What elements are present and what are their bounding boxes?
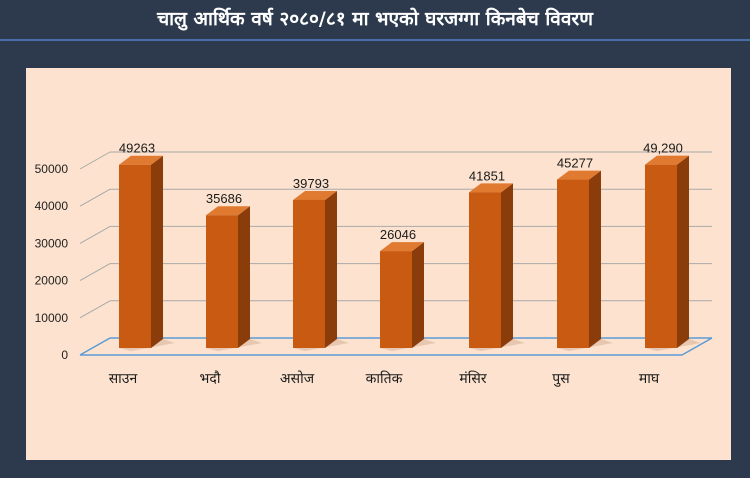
bar-top (206, 206, 250, 216)
gridline-side (79, 188, 111, 207)
data-label: 41851 (469, 168, 505, 183)
title-divider (0, 39, 750, 41)
data-label: 26046 (380, 227, 416, 242)
gridline-side (79, 225, 111, 244)
y-tick-label: 0 (61, 348, 68, 362)
gridline-side (79, 300, 111, 319)
page-title: चालु आर्थिक वर्ष २०८०/८१ मा भएको घरजग्गा… (157, 8, 593, 30)
y-tick-label: 10000 (35, 311, 69, 325)
y-tick-label: 50000 (35, 162, 69, 176)
bar (380, 251, 412, 348)
data-label: 35686 (206, 191, 242, 206)
x-category-label: पुस (552, 371, 570, 387)
bar-side (325, 190, 337, 348)
y-tick-label: 40000 (35, 199, 69, 213)
bar (469, 192, 501, 348)
bar-top (557, 170, 601, 180)
bar-side (501, 183, 513, 348)
data-label: 39793 (293, 176, 329, 191)
bar-top (380, 242, 424, 252)
x-category-label: भदौ (200, 370, 221, 387)
floor-line-side (79, 337, 111, 356)
x-category-label: मंसिर (459, 370, 486, 387)
bar (645, 164, 677, 348)
data-label: 49263 (119, 141, 155, 156)
y-tick-label: 20000 (35, 274, 69, 288)
gridline-side (79, 263, 111, 282)
bar-side (238, 206, 250, 348)
bar-side (412, 242, 424, 348)
x-category-label: असोज (280, 370, 315, 387)
floor-line-right (681, 337, 713, 356)
bar-side (151, 155, 163, 348)
bar-top (469, 183, 513, 193)
gridline-side (79, 151, 111, 170)
bar-top (645, 155, 689, 165)
bar (206, 215, 238, 348)
bar (119, 164, 151, 348)
data-label: 49,290 (643, 141, 683, 156)
bar (557, 179, 589, 348)
x-category-label: माघ (639, 371, 660, 387)
bar-top (119, 155, 163, 165)
bar-side (589, 170, 601, 348)
bar (293, 199, 325, 348)
data-label: 45277 (557, 156, 593, 171)
x-category-label: कातिक (366, 370, 403, 387)
bar-top (293, 190, 337, 200)
x-category-label: साउन (109, 371, 138, 387)
bar-side (677, 155, 689, 348)
y-tick-label: 30000 (35, 236, 69, 250)
